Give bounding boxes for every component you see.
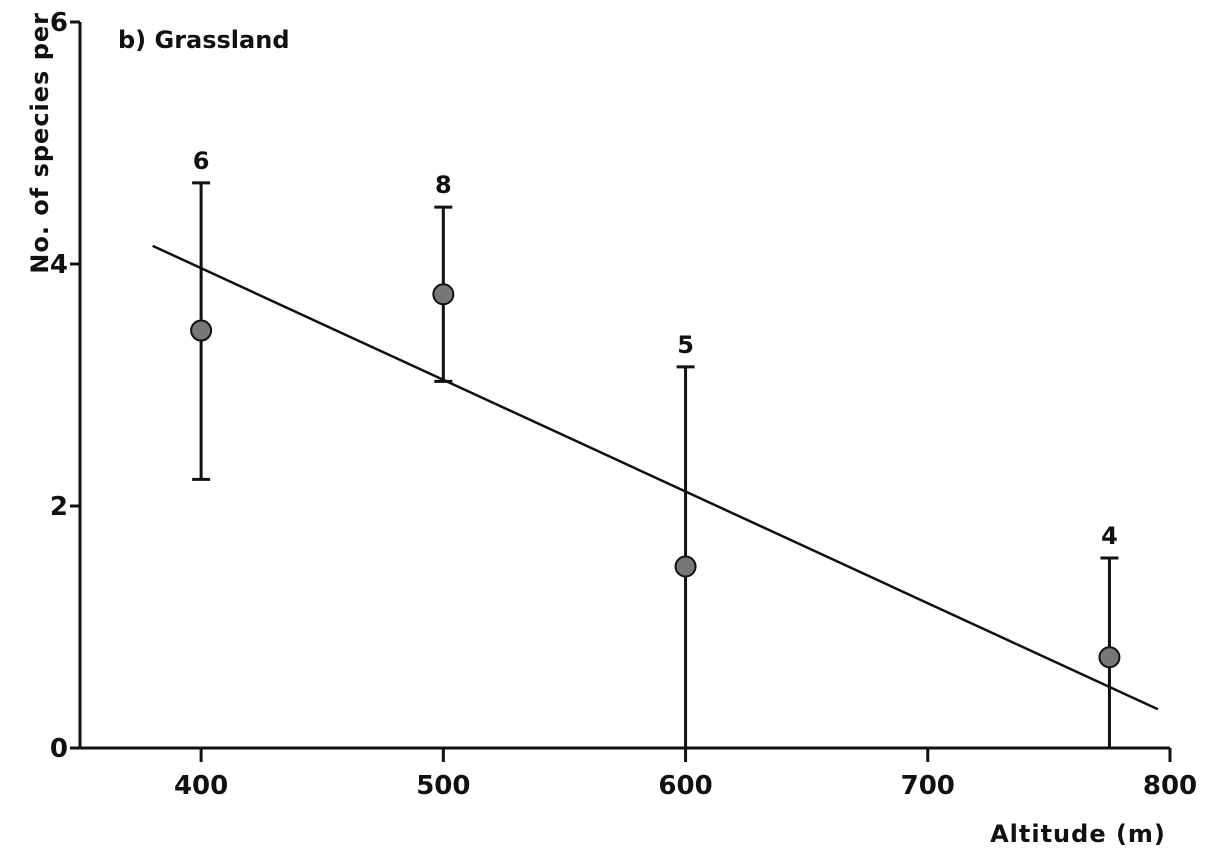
data-point-1 <box>190 319 213 342</box>
data-points <box>190 283 1121 669</box>
sample-size-label-1: 6 <box>193 147 210 175</box>
sample-size-label-4: 4 <box>1101 522 1118 550</box>
y-axis-label: No. of species per <box>26 12 54 274</box>
x-tick-label-800: 800 <box>1143 771 1197 801</box>
y-tick-label-4: 4 <box>50 250 68 280</box>
data-point-4 <box>1098 646 1121 669</box>
regression-line <box>152 244 1159 711</box>
y-tick-label-0: 0 <box>50 734 68 764</box>
y-tick-label-6: 6 <box>50 8 68 38</box>
sample-size-labels: 6 8 5 4 <box>193 147 1118 550</box>
y-tick-label-2: 2 <box>50 492 68 522</box>
axes <box>78 22 1170 750</box>
x-tick-label-700: 700 <box>901 771 955 801</box>
chart-title: b) Grassland <box>118 26 290 54</box>
data-point-3 <box>674 555 697 578</box>
sample-size-label-2: 8 <box>435 171 452 199</box>
data-point-2 <box>432 283 455 306</box>
error-bars <box>192 181 1119 748</box>
x-tick-label-500: 500 <box>416 771 470 801</box>
ticks: 400 500 600 700 800 0 2 4 6 <box>50 8 1197 801</box>
x-axis-label: Altitude (m) <box>990 820 1166 848</box>
x-tick-label-400: 400 <box>174 771 228 801</box>
trend <box>152 244 1159 711</box>
sample-size-label-3: 5 <box>677 331 694 359</box>
x-tick-label-600: 600 <box>658 771 712 801</box>
